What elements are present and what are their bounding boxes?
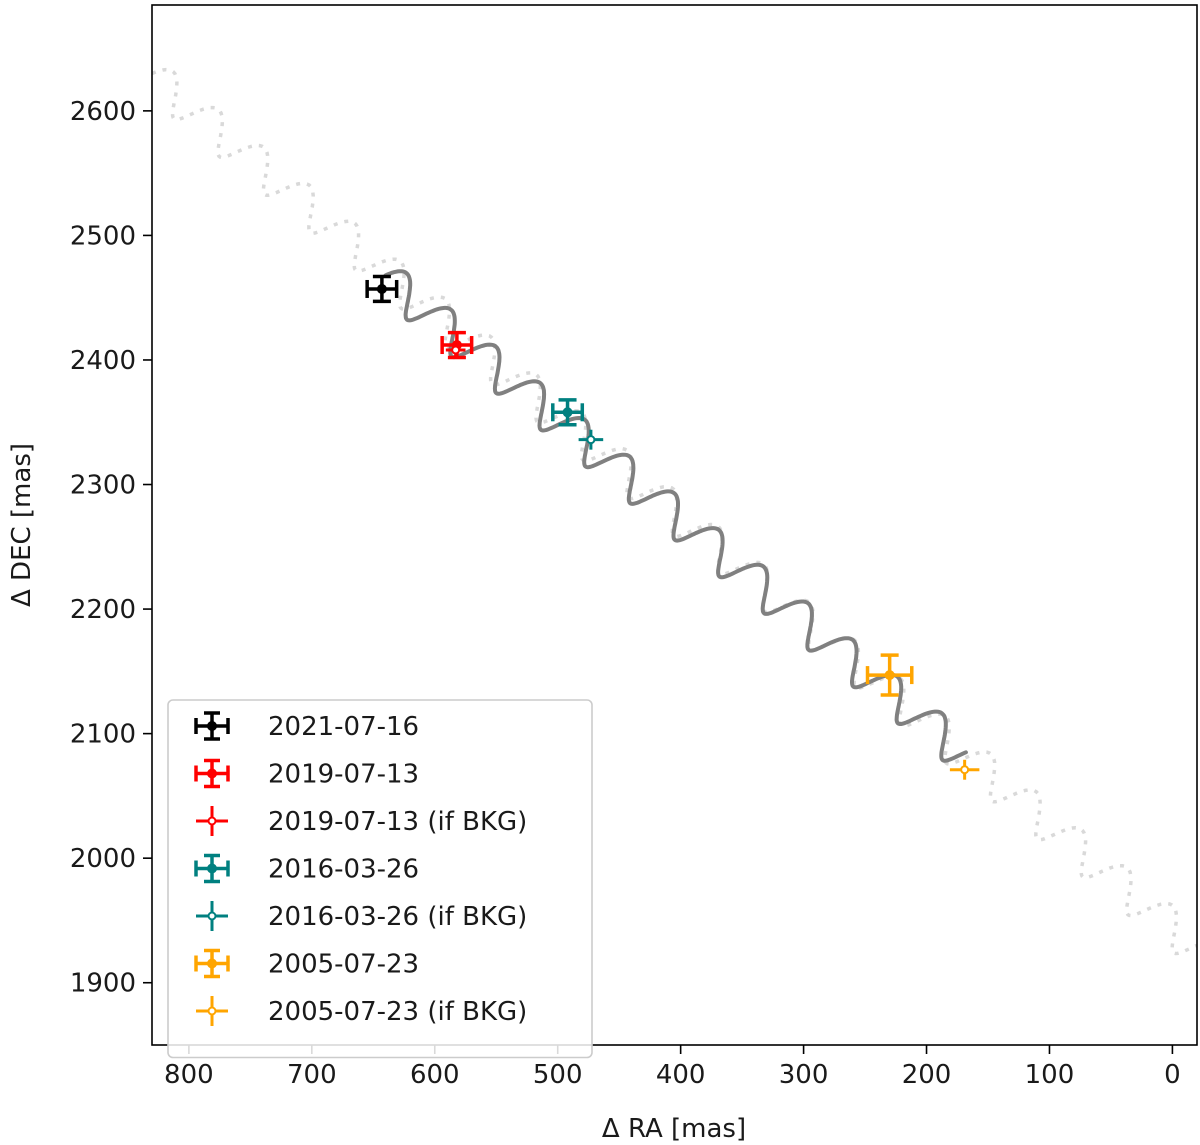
- x-tick-label: 100: [1025, 1060, 1075, 1090]
- background-track-line: [151, 67, 1198, 956]
- plot-frame: [151, 4, 1198, 1046]
- y-tick-label: 2400: [70, 346, 136, 376]
- legend-label: 2016-03-26: [268, 855, 419, 885]
- y-tick-label: 2500: [70, 221, 136, 251]
- x-tick-label: 600: [410, 1060, 460, 1090]
- x-tick-label: 400: [656, 1060, 706, 1090]
- legend-box: [167, 699, 593, 1059]
- x-tick-label: 700: [287, 1060, 337, 1090]
- legend-marker: [194, 711, 230, 741]
- legend-label: 2005-07-23: [268, 950, 419, 980]
- y-tick-label: 2300: [70, 471, 136, 501]
- point-2016-03-26-if-bkg: [578, 429, 604, 450]
- data-points-layer: [365, 274, 980, 780]
- point-2005-07-23: [865, 653, 914, 697]
- y-tick-label: 2600: [70, 97, 136, 127]
- axis-ticks: 800 700 600 500 400 300 200 100 0 1900 2000 2100 220…: [70, 97, 1181, 1090]
- y-tick-label: 2000: [70, 844, 136, 874]
- point-2021-07-16: [365, 274, 399, 304]
- point-2016-03-26: [551, 398, 585, 427]
- x-tick-label: 200: [902, 1060, 952, 1090]
- legend: 2021-07-16 2019-07-13 2019-07-13 (if BKG) 2…: [167, 699, 593, 1059]
- y-tick-label: 1900: [70, 969, 136, 999]
- legend-label: 2019-07-13 (if BKG): [268, 807, 527, 837]
- point-2005-07-23-if-bkg: [949, 759, 980, 780]
- legend-label: 2019-07-13: [268, 760, 419, 790]
- x-tick-label: 300: [779, 1060, 829, 1090]
- legend-marker: [194, 853, 230, 884]
- y-tick-label: 2100: [70, 720, 136, 750]
- model-track-line: [383, 269, 968, 763]
- legend-marker: [196, 806, 228, 836]
- y-axis-title: Δ DEC [mas]: [7, 443, 37, 607]
- legend-marker: [196, 996, 228, 1026]
- x-tick-label: 500: [533, 1060, 583, 1090]
- legend-marker: [194, 758, 230, 789]
- x-axis-title: Δ RA [mas]: [602, 1114, 746, 1144]
- legend-label: 2016-03-26 (if BKG): [268, 902, 527, 932]
- x-tick-label: 0: [1164, 1060, 1181, 1090]
- legend-marker: [196, 901, 228, 931]
- x-tick-label: 800: [164, 1060, 214, 1090]
- legend-label: 2021-07-16: [268, 712, 419, 742]
- legend-label: 2005-07-23 (if BKG): [268, 997, 527, 1027]
- tracks-layer: [151, 67, 1198, 956]
- y-tick-label: 2200: [70, 595, 136, 625]
- legend-marker: [194, 948, 230, 979]
- point-2019-07-13-if-bkg: [445, 341, 466, 359]
